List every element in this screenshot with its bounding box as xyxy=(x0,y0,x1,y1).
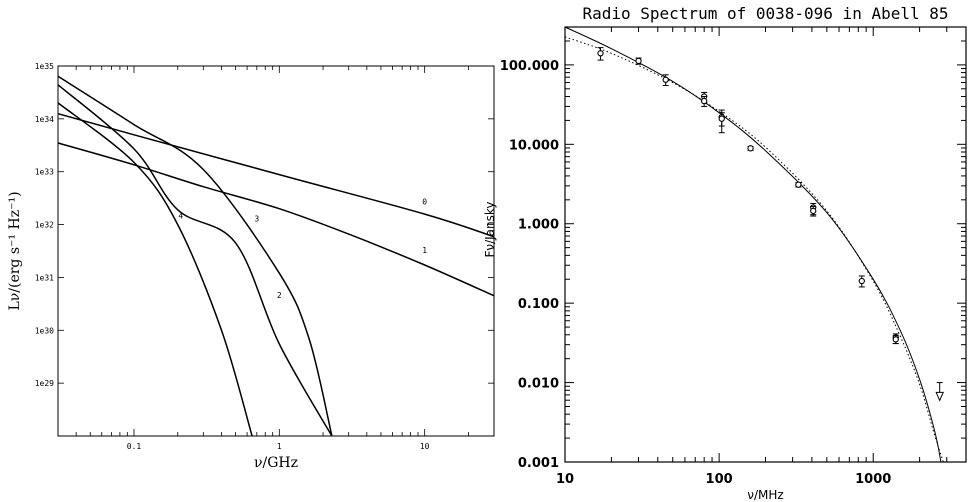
left-y-tick-label: 1e32 xyxy=(35,221,54,230)
left-curves: 0 1 2 3 4 xyxy=(57,75,495,437)
left-y-tick-label: 1e31 xyxy=(35,273,54,282)
right-data-point xyxy=(795,181,802,188)
right-curves xyxy=(564,26,944,463)
left-y-tick-label: 1e30 xyxy=(35,326,54,335)
right-y-tick-label: 100.000 xyxy=(500,59,559,74)
right-y-axis-label: Fν/Jansky xyxy=(483,201,497,257)
right-y-tick-label: 1.000 xyxy=(518,218,559,233)
left-plot-frame xyxy=(57,65,495,437)
left-x-tick-label: 10 xyxy=(420,442,430,451)
right-x-axis-label: ν/MHz xyxy=(747,488,783,502)
right-chart: Radio Spectrum of 0038-096 in Abell 85 1… xyxy=(483,4,967,502)
right-axis-ticks xyxy=(564,26,967,463)
right-x-tick-label: 100 xyxy=(706,472,733,487)
right-tick-labels: 10 100 1000 0.001 0.010 0.100 1.000 10.000 100.0… xyxy=(500,59,892,487)
right-data-point xyxy=(892,336,899,343)
right-data-point xyxy=(718,115,725,122)
right-model-curve-solid xyxy=(564,26,942,463)
left-curve-label: 0 xyxy=(422,197,427,206)
left-axis-ticks xyxy=(57,65,495,437)
right-data-points xyxy=(597,47,944,402)
right-y-tick-label: 0.100 xyxy=(518,297,559,312)
right-data-point xyxy=(701,97,708,105)
left-x-tick-label: 0.1 xyxy=(127,442,142,451)
right-data-point xyxy=(810,207,817,215)
left-curve-1 xyxy=(57,142,495,297)
right-data-point xyxy=(662,76,669,83)
right-x-tick-label: 1000 xyxy=(855,472,891,487)
right-model-curve-dotted xyxy=(564,36,944,463)
left-y-tick-label: 1e29 xyxy=(35,379,54,388)
left-curve-label: 2 xyxy=(277,291,282,300)
right-data-point xyxy=(635,57,642,65)
left-x-axis-label: ν/GHz xyxy=(254,455,298,471)
right-y-tick-label: 0.001 xyxy=(518,456,559,471)
left-y-axis-label: Lν/(erg s⁻¹ Hz⁻¹) xyxy=(7,191,23,310)
right-plot-frame xyxy=(564,26,967,463)
left-curve-label: 4 xyxy=(178,212,183,221)
left-curve-label: 3 xyxy=(254,214,259,223)
left-curve-4 xyxy=(57,84,333,437)
right-data-point xyxy=(747,145,754,152)
left-chart: 0 1 2 3 4 0.1 1 10 1e29 1e30 1e31 1e32 1e33 1e34 1e35… xyxy=(7,62,495,471)
right-upper-limit-arrow xyxy=(935,391,944,402)
left-x-tick-label: 1 xyxy=(277,442,282,451)
right-chart-title: Radio Spectrum of 0038-096 in Abell 85 xyxy=(582,4,948,23)
right-y-tick-label: 10.000 xyxy=(509,138,559,153)
right-data-point xyxy=(858,277,865,285)
right-y-tick-label: 0.010 xyxy=(518,377,559,392)
left-y-tick-label: 1e34 xyxy=(35,115,54,124)
left-y-tick-label: 1e35 xyxy=(35,62,54,71)
left-curve-0 xyxy=(57,112,495,238)
left-curve-label: 1 xyxy=(422,246,427,255)
left-y-tick-label: 1e33 xyxy=(35,168,54,177)
right-x-tick-label: 10 xyxy=(556,472,574,487)
left-curve-2 xyxy=(57,75,333,437)
right-data-point xyxy=(597,50,604,57)
left-curve-3 xyxy=(57,102,253,437)
